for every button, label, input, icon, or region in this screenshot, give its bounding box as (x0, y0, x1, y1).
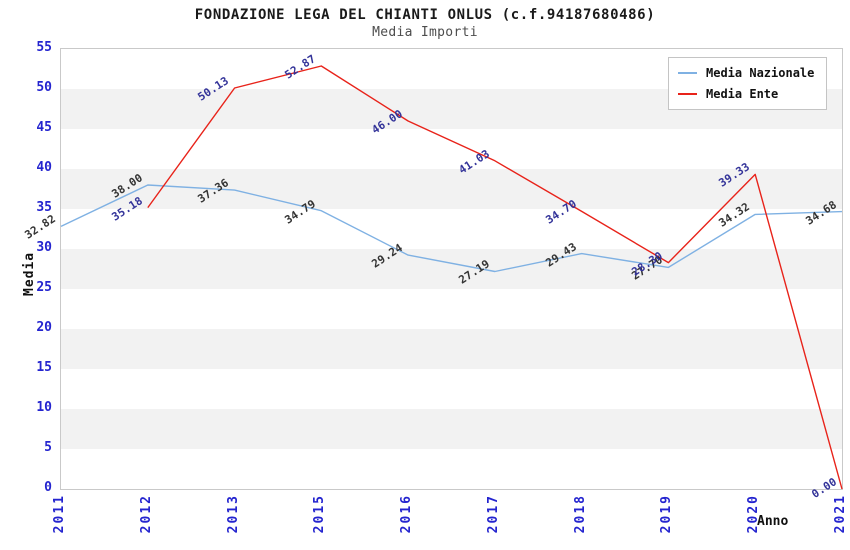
x-tick-label: 2011 (52, 494, 67, 534)
y-tick-label: 20 (36, 320, 52, 335)
y-tick-label: 25 (36, 280, 52, 295)
x-axis-label: Anno (757, 514, 789, 529)
legend-label: Media Ente (706, 87, 779, 101)
y-tick-label: 35 (36, 200, 52, 215)
series-line (147, 65, 843, 490)
legend-item: Media Ente (678, 87, 814, 101)
y-tick-label: 45 (36, 120, 52, 135)
plot-area: 32.82 38.00 37.36 34.79 29.24 27.19 29.43 27.70… (22, 48, 843, 501)
x-tick-label: 2018 (572, 494, 588, 534)
x-tick-label: 2017 (485, 494, 501, 534)
legend-label: Media Nazionale (706, 66, 815, 80)
legend: Media Nazionale Media Ente (668, 57, 828, 110)
data-point-label: 32.82 (22, 212, 58, 243)
legend-item: Media Nazionale (678, 66, 814, 80)
y-tick-label: 55 (36, 40, 52, 55)
y-tick-label: 0 (44, 480, 52, 495)
line-series-canvas (60, 65, 843, 490)
legend-line-swatch (678, 93, 697, 95)
x-tick-label: 2015 (312, 494, 328, 534)
y-tick-label: 10 (36, 400, 52, 415)
chart-subtitle: Media Importi (372, 25, 478, 40)
y-tick-label: 15 (36, 360, 52, 375)
x-tick-label: 2016 (399, 494, 415, 534)
x-tick-label: 2013 (225, 494, 241, 534)
chart-title: FONDAZIONE LEGA DEL CHIANTI ONLUS (c.f.9… (194, 7, 656, 23)
series-line (60, 184, 843, 273)
x-tick-label: 2021 (833, 494, 848, 534)
y-tick-label: 30 (36, 240, 52, 255)
x-tick-label: 2012 (138, 494, 154, 534)
x-tick-label: 2019 (659, 494, 675, 534)
y-tick-label: 5 (44, 440, 52, 455)
legend-line-swatch (678, 72, 697, 74)
y-tick-label: 40 (36, 160, 52, 175)
y-tick-label: 50 (36, 80, 52, 95)
